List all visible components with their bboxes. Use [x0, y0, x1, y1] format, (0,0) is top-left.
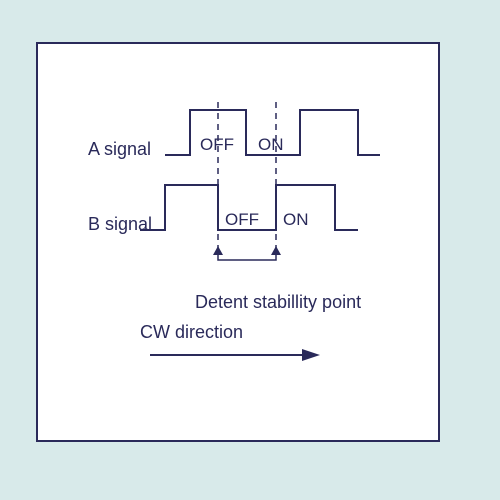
signal-label: B signal	[88, 214, 152, 234]
state-off-label: OFF	[200, 135, 234, 154]
signal-label: A signal	[88, 139, 151, 159]
bracket-arrowhead	[213, 246, 223, 255]
direction-arrow-head	[302, 349, 320, 361]
direction-label: CW direction	[140, 322, 243, 342]
state-on-label: ON	[258, 135, 284, 154]
detent-label: Detent stabillity point	[195, 292, 361, 312]
timing-diagram-svg: A signal OFF ON B signal OFF ON Detent stabill…	[0, 0, 500, 500]
bracket-arrowhead	[271, 246, 281, 255]
detent-bracket	[218, 248, 276, 260]
state-on-label: ON	[283, 210, 309, 229]
state-off-label: OFF	[225, 210, 259, 229]
